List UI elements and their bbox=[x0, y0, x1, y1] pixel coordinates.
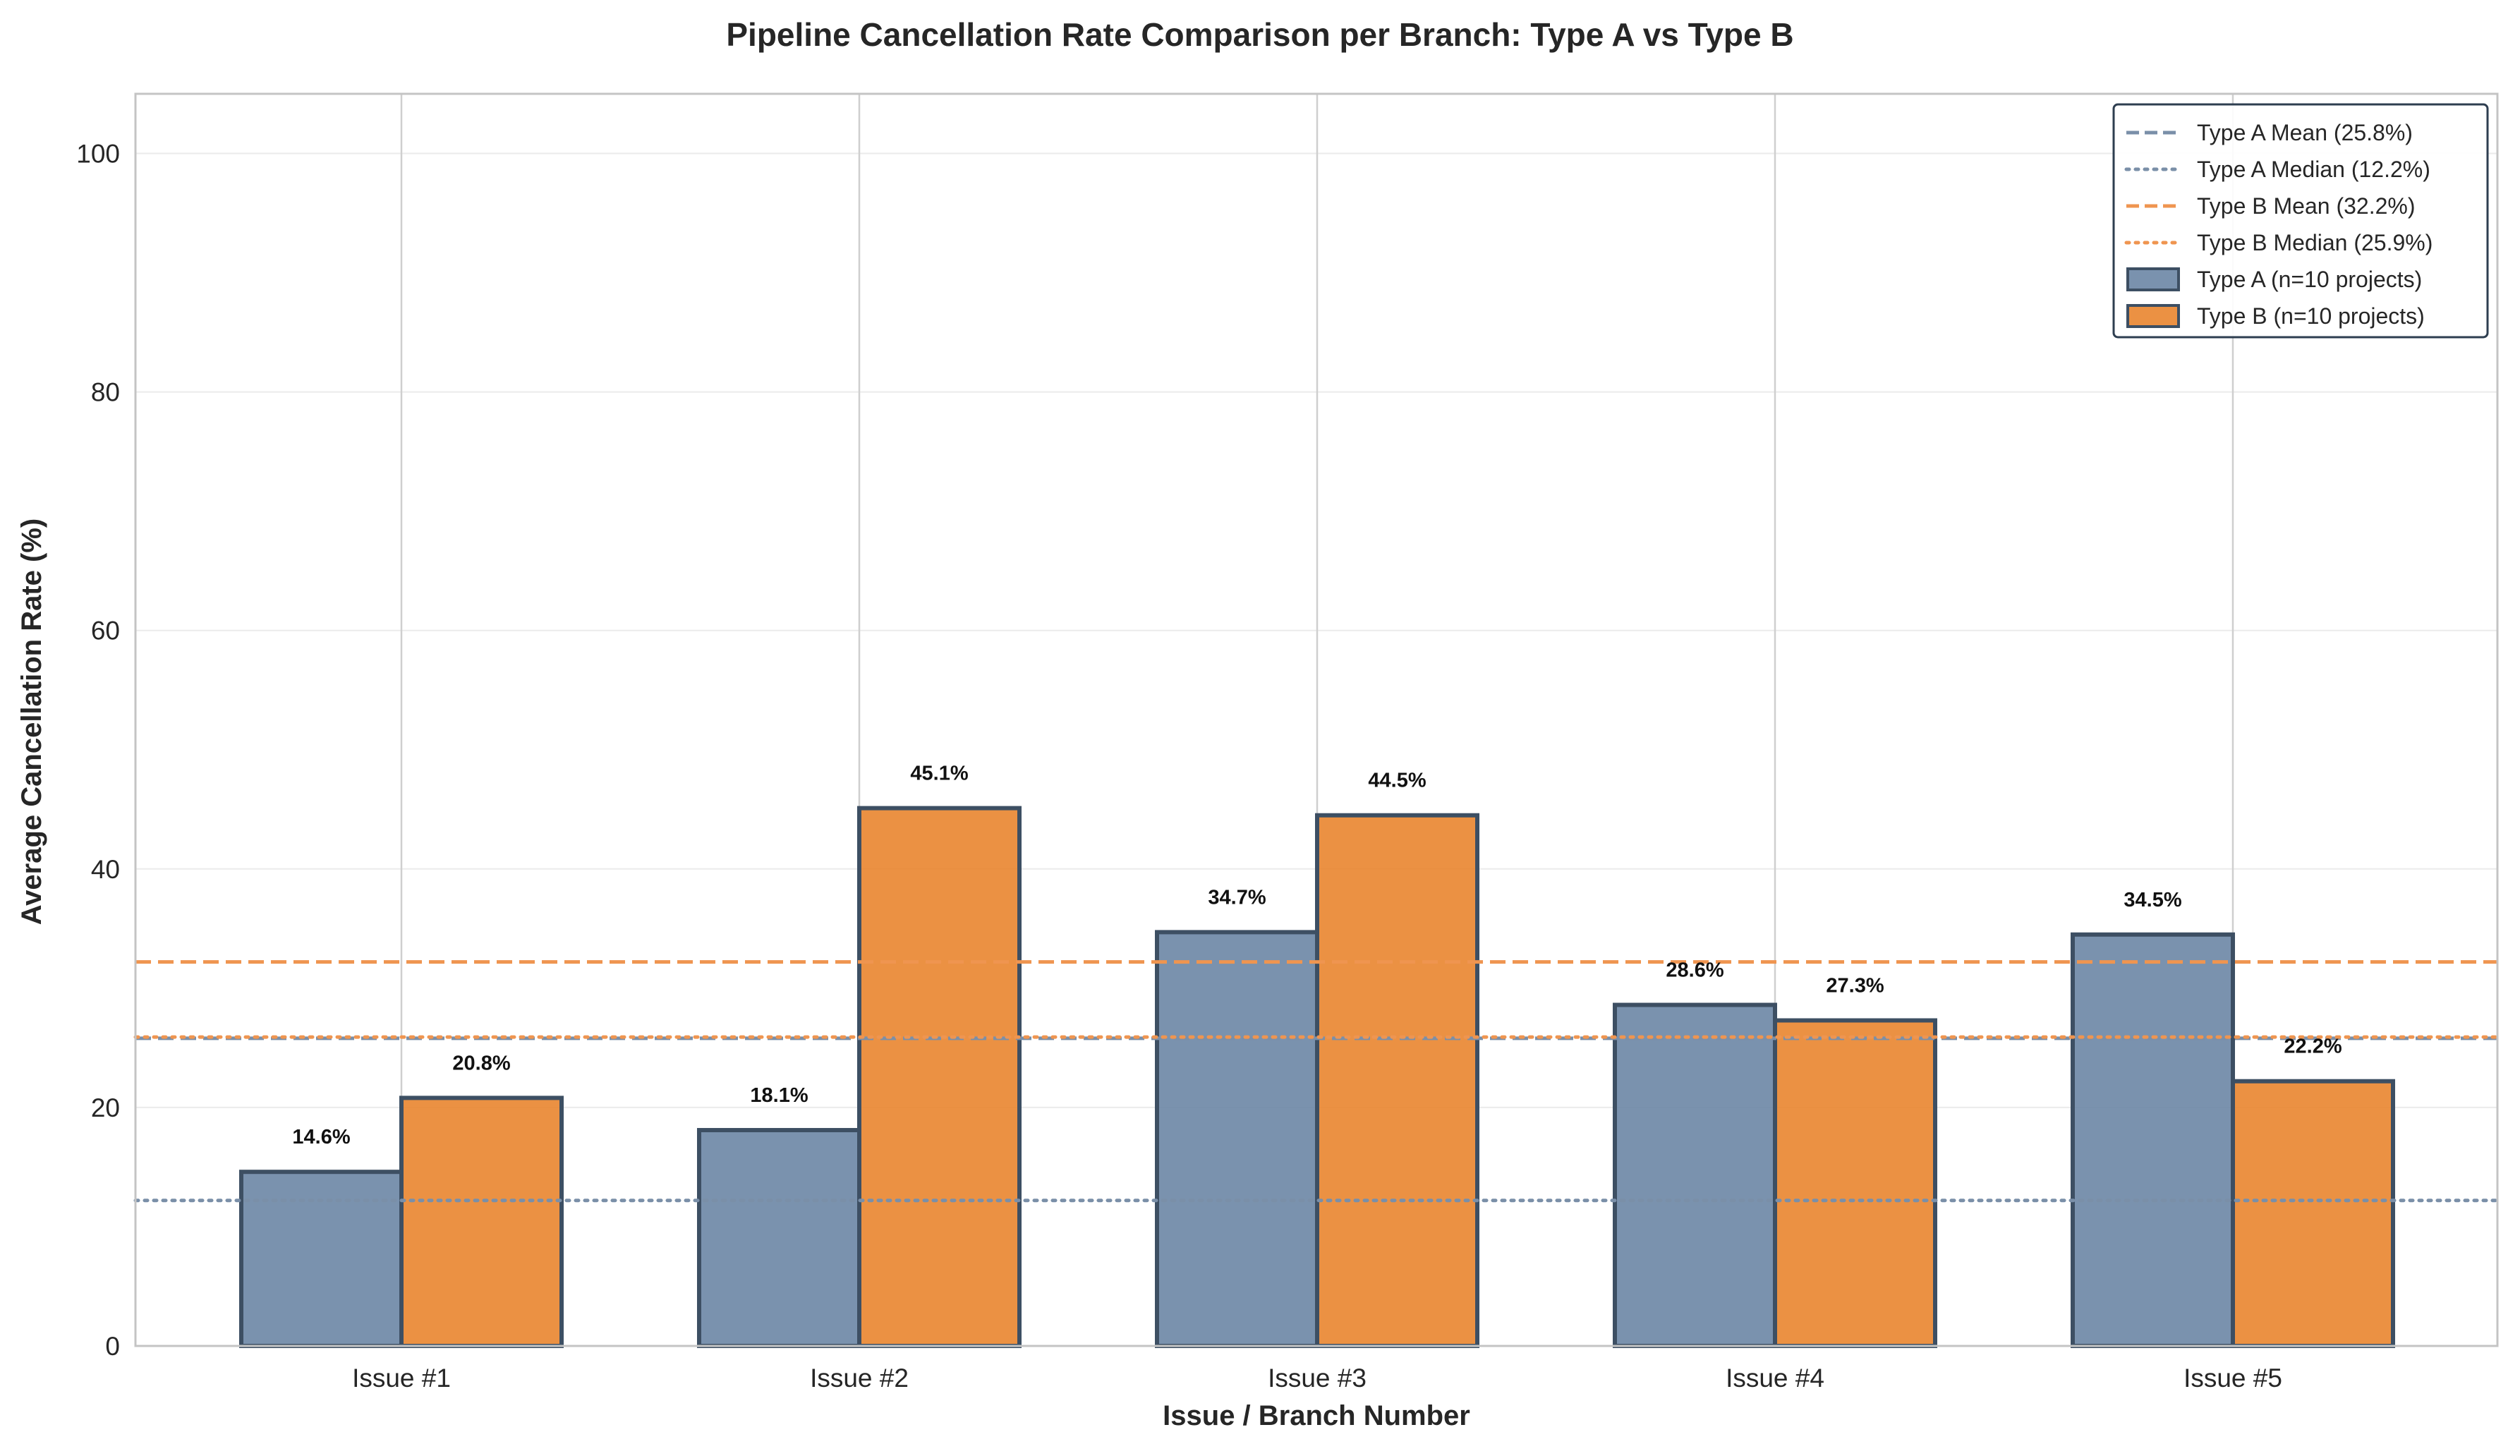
bar-type-b bbox=[857, 806, 1022, 1348]
data-label: 45.1% bbox=[910, 763, 968, 785]
data-label: 18.1% bbox=[750, 1084, 808, 1107]
legend-label: Type B Mean (32.2%) bbox=[2197, 193, 2415, 219]
bar-type-a bbox=[1613, 1002, 1777, 1348]
legend-label: Type B (n=10 projects) bbox=[2197, 303, 2425, 329]
data-label: 20.8% bbox=[452, 1052, 510, 1074]
axis-ticks: 0 20 40 60 80 100 Issue #1 Issue #2 Issue #3 Issu… bbox=[76, 140, 2282, 1393]
y-tick-label: 20 bbox=[91, 1093, 120, 1122]
x-tick-label: Issue #3 bbox=[1268, 1364, 1367, 1393]
chart-title: Pipeline Cancellation Rate Comparison pe… bbox=[726, 16, 1794, 53]
x-tick-label: Issue #2 bbox=[810, 1364, 909, 1393]
legend-label: Type A Mean (25.8%) bbox=[2197, 120, 2413, 145]
data-label: 22.2% bbox=[2284, 1036, 2342, 1058]
bars bbox=[239, 806, 2395, 1349]
plot-frame-border bbox=[134, 92, 2499, 1347]
data-label: 34.7% bbox=[1208, 886, 1266, 909]
legend-label: Type A (n=10 projects) bbox=[2197, 267, 2422, 292]
x-tick-label: Issue #1 bbox=[352, 1364, 451, 1393]
data-label: 27.3% bbox=[1826, 975, 1884, 997]
reference-lines bbox=[133, 960, 2500, 1203]
y-tick-label: 100 bbox=[76, 140, 120, 169]
bar-type-b bbox=[1315, 813, 1479, 1348]
legend-label: Type A Median (12.2%) bbox=[2197, 157, 2430, 182]
bar-type-b bbox=[2231, 1079, 2395, 1348]
bar-type-a bbox=[239, 1170, 404, 1348]
legend-patch-swatch bbox=[2126, 267, 2180, 291]
legend: Type A Mean (25.8%) Type A Median (12.2%)… bbox=[2112, 103, 2489, 339]
data-label: 14.6% bbox=[292, 1126, 350, 1148]
bar-type-a bbox=[1155, 930, 1319, 1348]
legend-patch-swatch bbox=[2126, 304, 2180, 328]
bar-type-a bbox=[697, 1128, 861, 1348]
legend-box bbox=[2112, 103, 2489, 339]
y-tick-label: 40 bbox=[91, 855, 120, 884]
x-tick-label: Issue #4 bbox=[1726, 1364, 1824, 1393]
y-axis-label: Average Cancellation Rate (%) bbox=[16, 518, 47, 925]
x-axis-label: Issue / Branch Number bbox=[1163, 1400, 1470, 1431]
data-label: 28.6% bbox=[1666, 959, 1724, 982]
plot-frame bbox=[134, 92, 2499, 1347]
bar-type-b bbox=[399, 1096, 564, 1349]
y-tick-label: 60 bbox=[91, 617, 120, 645]
bar-type-b bbox=[1773, 1018, 1937, 1348]
legend-label: Type B Median (25.9%) bbox=[2197, 230, 2433, 255]
data-label: 44.5% bbox=[1368, 770, 1426, 792]
y-tick-label: 0 bbox=[105, 1332, 120, 1361]
data-label: 34.5% bbox=[2124, 889, 2181, 911]
y-tick-label: 80 bbox=[91, 378, 120, 407]
x-tick-label: Issue #5 bbox=[2183, 1364, 2282, 1393]
data-labels: 14.6% 18.1% 34.7% 28.6% 34.5% 20.8% 45.1% 44.5%… bbox=[292, 763, 2342, 1149]
bar-type-a bbox=[2071, 932, 2235, 1349]
